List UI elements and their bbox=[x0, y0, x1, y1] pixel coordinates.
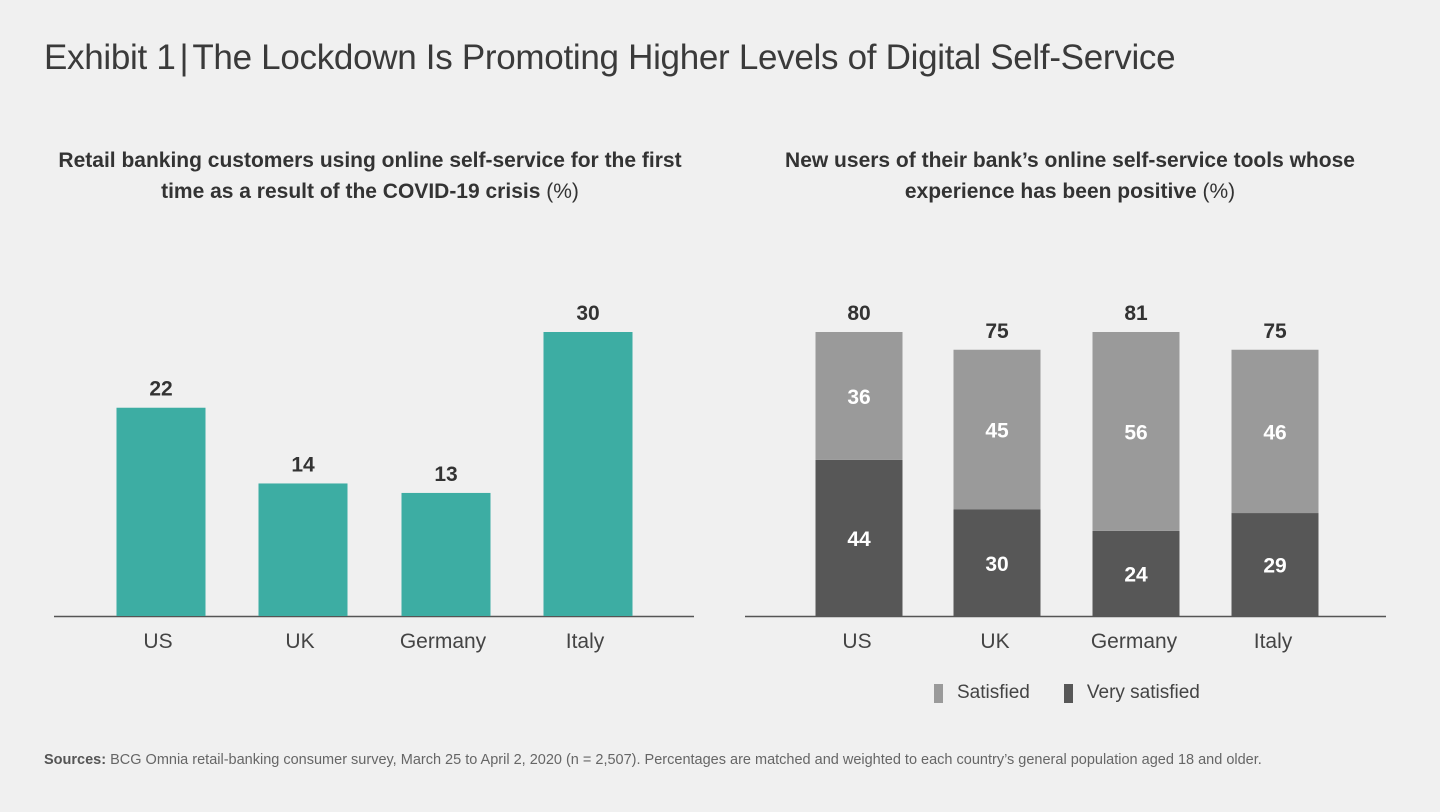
right-x-tick-italy: Italy bbox=[1254, 630, 1293, 653]
left-bar-value-us: 22 bbox=[149, 378, 172, 401]
left-bar-germany bbox=[401, 492, 491, 616]
legend-swatch-very-satisfied bbox=[1063, 683, 1073, 703]
left-chart-title-unit: (%) bbox=[546, 180, 579, 203]
right-value-very-satisfied-uk: 30 bbox=[985, 553, 1008, 576]
title-separator: | bbox=[179, 38, 189, 77]
right-bar-very-satisfied-germany bbox=[1092, 530, 1180, 616]
left-x-tick-germany: Germany bbox=[400, 630, 487, 653]
exhibit-title: Exhibit 1 | The Lockdown Is Promoting High… bbox=[44, 38, 1176, 78]
left-bar-uk bbox=[258, 483, 348, 616]
right-value-satisfied-us: 36 bbox=[847, 386, 870, 409]
right-chart-title: New users of their bank’s online self-se… bbox=[740, 145, 1400, 207]
right-x-tick-uk: UK bbox=[980, 630, 1009, 653]
right-value-very-satisfied-germany: 24 bbox=[1124, 563, 1148, 586]
left-bar-us bbox=[116, 407, 206, 616]
legend: Satisfied Very satisfied bbox=[934, 682, 1200, 704]
exhibit-heading: The Lockdown Is Promoting Higher Levels … bbox=[192, 38, 1176, 77]
left-x-tick-uk: UK bbox=[285, 630, 314, 653]
right-x-tick-us: US bbox=[842, 630, 871, 653]
legend-swatch-satisfied bbox=[934, 683, 943, 703]
right-bar-very-satisfied-us bbox=[815, 459, 903, 616]
left-chart-title-text: Retail banking customers using online se… bbox=[58, 149, 682, 203]
left-chart-title: Retail banking customers using online se… bbox=[40, 145, 700, 207]
exhibit-label: Exhibit 1 bbox=[44, 38, 176, 77]
legend-label-satisfied: Satisfied bbox=[957, 682, 1030, 703]
legend-label-very-satisfied: Very satisfied bbox=[1086, 682, 1200, 703]
right-value-satisfied-uk: 45 bbox=[985, 420, 1009, 443]
right-chart-title-unit: (%) bbox=[1202, 180, 1236, 203]
left-bar-italy bbox=[543, 332, 633, 616]
right-total-italy: 75 bbox=[1263, 320, 1287, 343]
legend-item-satisfied: Satisfied bbox=[934, 682, 1030, 704]
right-bar-satisfied-uk bbox=[953, 349, 1041, 510]
right-total-germany: 81 bbox=[1124, 302, 1148, 325]
right-bar-very-satisfied-uk bbox=[953, 509, 1041, 616]
left-x-tick-us: US bbox=[143, 630, 172, 653]
right-total-us: 80 bbox=[847, 302, 870, 325]
right-bar-satisfied-germany bbox=[1092, 332, 1180, 531]
legend-item-very-satisfied: Very satisfied bbox=[1063, 682, 1200, 704]
right-chart-title-text: New users of their bank’s online self-se… bbox=[785, 149, 1355, 203]
sources-note: Sources: BCG Omnia retail-banking consum… bbox=[44, 752, 1262, 768]
right-x-tick-germany: Germany bbox=[1091, 630, 1178, 653]
left-x-tick-italy: Italy bbox=[566, 630, 605, 653]
right-bar-very-satisfied-italy bbox=[1231, 513, 1319, 616]
left-bar-value-italy: 30 bbox=[576, 302, 599, 325]
left-bar-value-uk: 14 bbox=[291, 453, 315, 476]
right-total-uk: 75 bbox=[985, 320, 1009, 343]
right-value-very-satisfied-us: 44 bbox=[847, 528, 871, 551]
right-value-very-satisfied-italy: 29 bbox=[1263, 555, 1286, 578]
sources-text: BCG Omnia retail-banking consumer survey… bbox=[110, 752, 1262, 768]
left-bar-value-germany: 13 bbox=[434, 463, 457, 486]
right-value-satisfied-germany: 56 bbox=[1124, 421, 1147, 444]
right-bar-satisfied-italy bbox=[1231, 349, 1319, 514]
sources-label: Sources: bbox=[44, 752, 107, 768]
right-bar-satisfied-us bbox=[815, 332, 903, 460]
right-value-satisfied-italy: 46 bbox=[1263, 421, 1286, 444]
